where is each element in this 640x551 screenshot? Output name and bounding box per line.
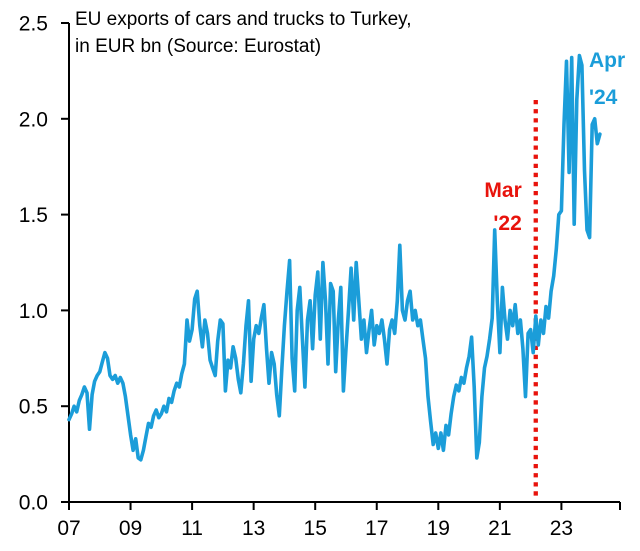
y-axis-tick-label: 0.0 bbox=[19, 492, 48, 515]
x-axis-tick-label: 11 bbox=[181, 517, 203, 540]
end-annotation-line2: '24 bbox=[589, 86, 618, 109]
x-axis-tick-label: 17 bbox=[365, 517, 388, 540]
end-annotation-line1: Apr bbox=[589, 49, 626, 72]
chart-title: EU exports of cars and trucks to Turkey,… bbox=[75, 6, 412, 60]
y-axis-tick-label: 1.5 bbox=[19, 204, 48, 227]
x-axis-tick-label: 07 bbox=[57, 517, 80, 540]
end-annotation-apr24: Apr '24 bbox=[589, 42, 625, 116]
y-axis-tick-label: 2.0 bbox=[19, 108, 48, 131]
series-line bbox=[67, 53, 602, 462]
event-annotation-mar22: Mar '22 bbox=[484, 174, 521, 240]
x-axis-tick-label: 19 bbox=[427, 517, 450, 540]
y-axis-tick-label: 0.5 bbox=[19, 396, 48, 419]
chart-title-line2: in EUR bn (Source: Eurostat) bbox=[75, 36, 322, 57]
event-annotation-line1: Mar bbox=[484, 179, 522, 202]
x-axis-tick-label: 13 bbox=[242, 517, 265, 540]
x-axis-tick-label: 15 bbox=[304, 517, 327, 540]
event-annotation-line2: '22 bbox=[493, 212, 522, 235]
x-axis-tick-label: 21 bbox=[488, 517, 511, 540]
y-axis-tick-label: 2.5 bbox=[19, 13, 48, 36]
chart-title-line1: EU exports of cars and trucks to Turkey, bbox=[75, 9, 412, 30]
y-axis-tick-label: 1.0 bbox=[19, 300, 48, 323]
x-axis-tick-label: 23 bbox=[550, 517, 573, 540]
x-axis-tick-label: 09 bbox=[119, 517, 142, 540]
